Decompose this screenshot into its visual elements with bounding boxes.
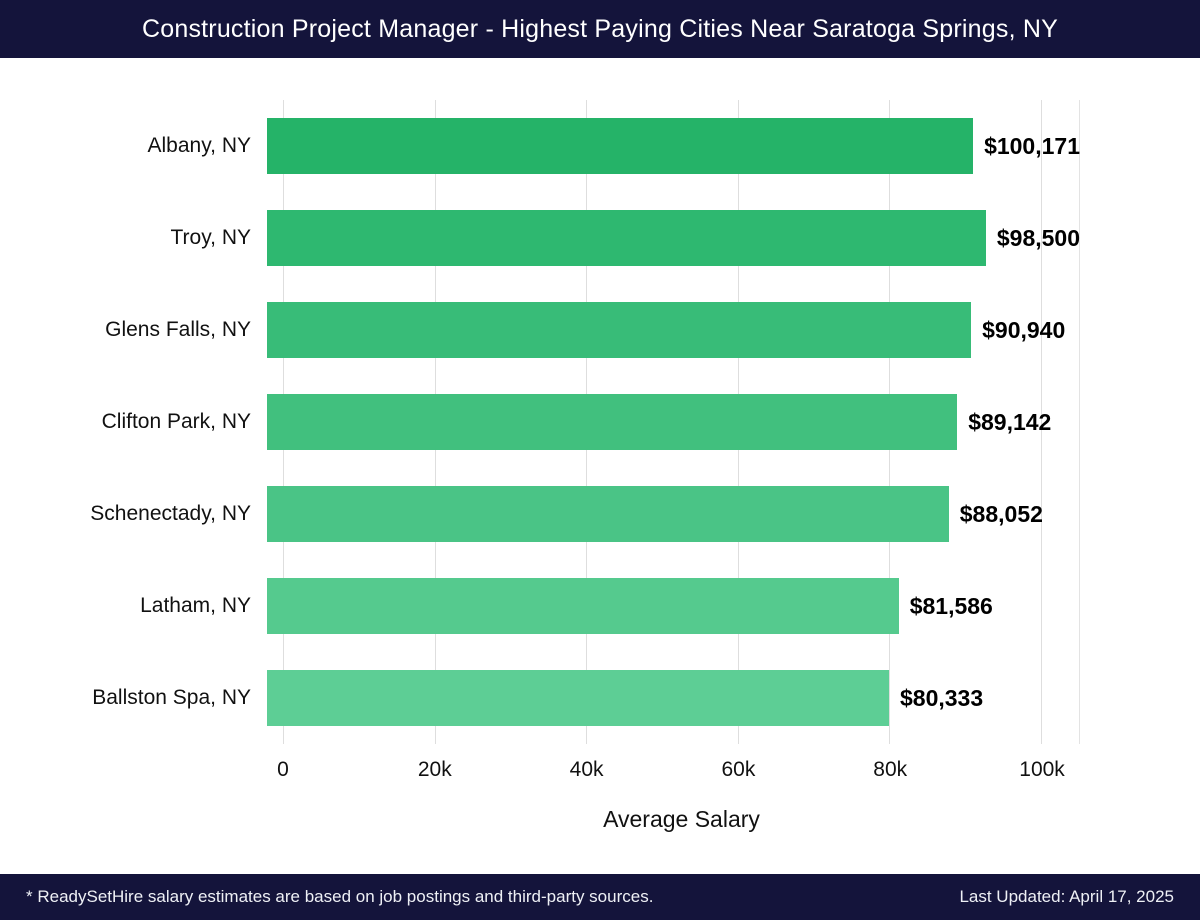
bar — [267, 118, 974, 174]
source-note: * ReadySetHire salary estimates are base… — [26, 887, 654, 906]
bar — [267, 302, 972, 358]
bar-row: Troy, NY $98,500 — [0, 192, 1200, 284]
bar-area: $98,500 — [267, 192, 1080, 284]
category-label: Latham, NY — [140, 594, 251, 617]
category-label: Albany, NY — [147, 134, 252, 157]
bar — [267, 670, 889, 726]
category-label: Ballston Spa, NY — [92, 686, 251, 709]
footer-bar: * ReadySetHire salary estimates are base… — [0, 874, 1200, 920]
value-label: $90,940 — [982, 316, 1066, 343]
bar-row: Clifton Park, NY $89,142 — [0, 376, 1200, 468]
chart-title: Construction Project Manager - Highest P… — [141, 14, 1058, 43]
x-tick-label: 60k — [721, 758, 756, 781]
x-tick-label: 100k — [1019, 758, 1065, 781]
value-label: $89,142 — [968, 408, 1052, 435]
bar-area: $89,142 — [267, 376, 1080, 468]
category-label: Schenectady, NY — [90, 502, 251, 525]
value-label: $80,333 — [900, 684, 984, 711]
bar-chart: Albany, NY $100,171 Troy, NY $98,500 Gle… — [0, 100, 1200, 833]
bar-area: $80,333 — [267, 652, 1080, 744]
bar-area: $88,052 — [267, 468, 1080, 560]
value-label: $98,500 — [996, 224, 1080, 251]
category-label: Glens Falls, NY — [105, 318, 251, 341]
bar — [267, 578, 899, 634]
category-label: Clifton Park, NY — [101, 410, 251, 433]
value-label: $88,052 — [959, 500, 1043, 527]
bar-row: Glens Falls, NY $90,940 — [0, 284, 1200, 376]
bar-area: $81,586 — [267, 560, 1080, 652]
bar-row: Ballston Spa, NY $80,333 — [0, 652, 1200, 744]
last-updated: Last Updated: April 17, 2025 — [959, 887, 1174, 906]
gridline — [1041, 100, 1043, 744]
bar-row: Schenectady, NY $88,052 — [0, 468, 1200, 560]
bar-row: Albany, NY $100,171 — [0, 100, 1200, 192]
bar-row: Latham, NY $81,586 — [0, 560, 1200, 652]
x-tick-label: 0 — [277, 758, 289, 781]
category-label: Troy, NY — [170, 226, 251, 249]
bar — [267, 486, 949, 542]
x-tick-label: 40k — [569, 758, 604, 781]
x-tick-label: 20k — [417, 758, 452, 781]
bar-area: $90,940 — [267, 284, 1080, 376]
x-axis-label: Average Salary — [603, 806, 760, 832]
x-axis: 0 20k 40k 60k 80k 100k — [277, 744, 1080, 792]
bar — [267, 394, 958, 450]
title-bar: Construction Project Manager - Highest P… — [0, 0, 1200, 58]
value-label: $100,171 — [984, 132, 1080, 159]
value-label: $81,586 — [909, 592, 993, 619]
bar-area: $100,171 — [267, 100, 1080, 192]
rows: Albany, NY $100,171 Troy, NY $98,500 Gle… — [0, 100, 1200, 744]
x-tick-label: 80k — [873, 758, 908, 781]
bar — [267, 210, 986, 266]
